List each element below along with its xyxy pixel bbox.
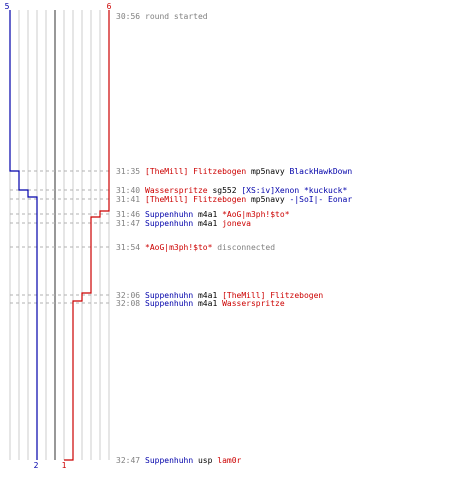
event-text-part: [TheMill] Flitzebogen <box>145 167 246 176</box>
event-text-part: round started <box>145 12 208 21</box>
red-team-start-count: 6 <box>107 2 112 11</box>
event-text-part: disconnected <box>212 243 275 252</box>
red-team-survivors-line <box>64 10 110 461</box>
event-text-part: m4a1 <box>193 210 222 219</box>
event-text-part: Suppenhuhn <box>145 210 193 219</box>
event-text-part: joneva <box>222 219 251 228</box>
blue-team-survivors-line <box>9 10 38 460</box>
event-text: Suppenhuhn m4a1 [TheMill] Flitzebogen <box>145 291 323 300</box>
red-team-end-count: 1 <box>62 461 67 470</box>
event-text-part: [TheMill] Flitzebogen <box>222 291 323 300</box>
blue-team-start-count: 5 <box>5 2 10 11</box>
event-text-part: *AoG|m3ph!$to* <box>222 210 290 219</box>
event-text: [TheMill] Flitzebogen mp5navy BlackHawkD… <box>145 167 352 176</box>
event-text-part: m4a1 <box>193 219 222 228</box>
event-time: 31:47 <box>116 219 140 228</box>
event-text-part: BlackHawkDown <box>290 167 353 176</box>
event-time: 32:47 <box>116 456 140 465</box>
event-time: 30:56 <box>116 12 140 21</box>
event-text-part: [XS:iv]Xenon *kuckuck* <box>241 186 347 195</box>
event-text: [TheMill] Flitzebogen mp5navy -|SoI|- Eo… <box>145 195 352 204</box>
event-text-part: Suppenhuhn <box>145 456 193 465</box>
event-text-part: Suppenhuhn <box>145 291 193 300</box>
event-time: 31:54 <box>116 243 140 252</box>
event-time: 31:35 <box>116 167 140 176</box>
event-text-part: m4a1 <box>193 291 222 300</box>
event-time: 32:08 <box>116 299 140 308</box>
event-text-part: mp5navy <box>246 195 289 204</box>
event-text: Suppenhuhn usp lam0r <box>145 456 242 465</box>
event-time: 32:06 <box>116 291 140 300</box>
event-text: round started <box>145 12 208 21</box>
event-text: Suppenhuhn m4a1 Wasserspritze <box>145 299 285 308</box>
event-text: *AoG|m3ph!$to* disconnected <box>145 243 275 252</box>
event-text-part: sg552 <box>208 186 242 195</box>
event-text-part: *AoG|m3ph!$to* <box>145 243 213 252</box>
event-text-part: usp <box>193 456 217 465</box>
event-text-part: Wasserspritze <box>222 299 285 308</box>
event-text-part: m4a1 <box>193 299 222 308</box>
event-text: Suppenhuhn m4a1 joneva <box>145 219 251 228</box>
event-text-part: mp5navy <box>246 167 289 176</box>
event-text-part: Wasserspritze <box>145 186 208 195</box>
event-time: 31:40 <box>116 186 140 195</box>
event-text: Wasserspritze sg552 [XS:iv]Xenon *kuckuc… <box>145 186 347 195</box>
event-text-part: lam0r <box>217 456 241 465</box>
event-text-part: -|SoI|- Eonar <box>290 195 353 204</box>
event-text-part: Suppenhuhn <box>145 219 193 228</box>
event-time: 31:41 <box>116 195 140 204</box>
blue-team-end-count: 2 <box>34 461 39 470</box>
event-text-part: [TheMill] Flitzebogen <box>145 195 246 204</box>
event-text: Suppenhuhn m4a1 *AoG|m3ph!$to* <box>145 210 290 219</box>
event-time: 31:46 <box>116 210 140 219</box>
event-text-part: Suppenhuhn <box>145 299 193 308</box>
